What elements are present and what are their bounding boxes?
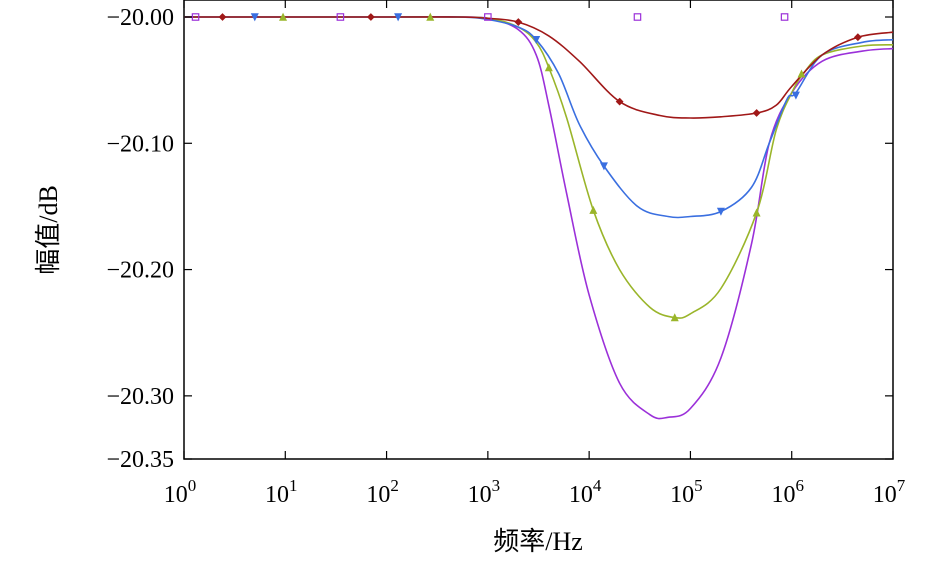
- y-tick-label: −20.00: [106, 5, 174, 31]
- series-4-marker: [752, 109, 761, 117]
- series-3-marker: [394, 13, 403, 22]
- x-tick-label: 102: [366, 476, 399, 508]
- series-1-marker: [633, 13, 642, 21]
- series-4-marker: [366, 13, 375, 21]
- marker-layer: [191, 12, 862, 322]
- series-1-marker: [191, 13, 200, 21]
- y-axis-label: 幅值/dB: [34, 185, 63, 275]
- series-4-marker: [853, 33, 862, 42]
- series-2-marker: [797, 69, 806, 78]
- series-2-marker: [426, 12, 435, 21]
- x-tick-label: 100: [164, 476, 197, 508]
- x-tick-label: 106: [771, 476, 804, 508]
- y-tick-label: −20.20: [106, 258, 174, 284]
- series-3-marker: [599, 162, 608, 171]
- x-tick-label: 105: [670, 476, 703, 508]
- series-2-marker: [752, 208, 761, 217]
- series-4-line: [184, 16, 894, 119]
- series-3-marker: [532, 36, 541, 45]
- x-tick-label: 103: [468, 476, 501, 508]
- y-tick-label: −20.35: [106, 447, 174, 473]
- series-4-marker: [514, 18, 523, 26]
- tick-layer: 100 101 102 103 104 105 106 107 −20.00 −20.10 −20.…: [106, 0, 906, 508]
- series-4-marker: [615, 97, 624, 106]
- y-tick-label: −20.10: [106, 131, 174, 157]
- series-4-marker: [218, 13, 227, 21]
- series-2-marker: [589, 205, 598, 214]
- plot-frame: [183, 0, 894, 460]
- series-1-marker: [484, 13, 492, 21]
- x-tick-label: 101: [265, 476, 298, 508]
- series-3-marker: [716, 207, 725, 216]
- series-layer: [184, 16, 894, 420]
- series-3-marker: [250, 13, 259, 22]
- y-tick-label: −20.30: [106, 384, 174, 410]
- x-tick-label: 104: [569, 476, 602, 508]
- series-2-marker: [544, 63, 553, 72]
- series-2-marker: [670, 313, 679, 322]
- series-2-marker: [279, 12, 288, 21]
- x-axis-label: 频率/Hz: [493, 527, 583, 556]
- series-1-line: [184, 16, 894, 420]
- series-1-marker: [336, 13, 345, 21]
- series-3-marker: [791, 91, 800, 100]
- x-tick-label: 107: [873, 476, 906, 508]
- series-1-marker: [780, 13, 789, 21]
